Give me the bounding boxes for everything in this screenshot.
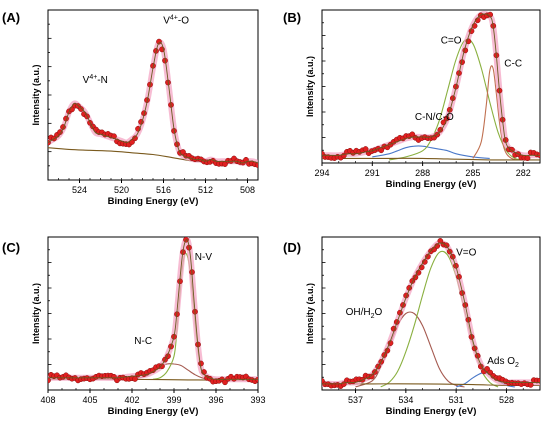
peak-annotation: V4+-O xyxy=(163,15,189,27)
x-axis-label: Binding Energy (eV) xyxy=(108,406,199,417)
x-tick-label: 537 xyxy=(348,395,363,405)
plot-frame xyxy=(47,236,259,391)
component-line xyxy=(472,65,517,161)
background-line xyxy=(322,157,540,161)
x-tick-label: 508 xyxy=(240,185,255,195)
data-point xyxy=(159,363,165,370)
x-tick-label: 285 xyxy=(465,168,480,178)
data-point xyxy=(255,162,258,168)
y-axis-label: Intensity (a.u.) xyxy=(31,283,41,344)
x-tick-label: 528 xyxy=(499,395,514,405)
x-tick-label: 520 xyxy=(114,185,129,195)
x-tick-label: 531 xyxy=(449,395,464,405)
panel-label: (C) xyxy=(2,240,20,255)
plot-area xyxy=(322,238,540,389)
panel-label: (D) xyxy=(283,240,301,255)
panel-label: (B) xyxy=(283,10,301,25)
x-axis-label: Binding Energy (eV) xyxy=(386,406,477,417)
x-tick-label: 396 xyxy=(208,395,223,405)
panel-b: (B) 294 291 288 285 282 Binding Energy (eV) Int… xyxy=(283,9,541,190)
fit-envelope-line xyxy=(48,239,258,380)
peak-annotation: N-V xyxy=(195,252,213,263)
panel-d: (D) 537 534 531 528 Binding Energy (eV) Intens… xyxy=(283,236,541,417)
peak-annotation: C-C xyxy=(504,59,522,70)
peak-annotation: OH/H2O xyxy=(346,307,383,320)
data-point xyxy=(48,377,51,384)
peak-annotation: Ads O2 xyxy=(487,356,519,369)
x-tick-label: 282 xyxy=(516,168,531,178)
x-tick-label: 516 xyxy=(156,185,171,195)
x-tick-label: 402 xyxy=(124,395,139,405)
peak-annotation: N-C xyxy=(134,336,152,347)
data-point xyxy=(132,376,138,382)
x-tick-label: 291 xyxy=(365,168,380,178)
data-point xyxy=(443,242,450,249)
plot-area xyxy=(48,237,258,386)
y-axis-label: Intensity (a.u.) xyxy=(31,64,41,125)
y-axis-label: Intensity (a.u.) xyxy=(305,56,315,117)
data-point xyxy=(437,238,444,244)
peak-annotation: V4+-N xyxy=(83,74,108,86)
x-tick-label: 408 xyxy=(40,395,55,405)
x-axis-label: Binding Energy (eV) xyxy=(108,196,199,207)
peak-annotation: C=O xyxy=(441,36,462,47)
panel-c: (C) 408 405 402 399 396 393 Binding Energy (eV)… xyxy=(2,236,266,417)
fit-envelope-line xyxy=(322,13,540,157)
data-halo xyxy=(48,39,258,166)
panel-label: (A) xyxy=(2,10,20,25)
data-halo xyxy=(322,10,540,159)
data-point xyxy=(425,253,431,260)
fit-envelope-line xyxy=(48,41,258,164)
data-point xyxy=(198,360,204,367)
x-tick-label: 399 xyxy=(166,395,181,405)
data-point xyxy=(78,106,84,112)
peak-annotation: C-N/C-O xyxy=(415,112,454,123)
x-tick-label: 405 xyxy=(82,395,97,405)
data-point xyxy=(527,382,534,388)
data-point xyxy=(524,155,531,162)
data-point xyxy=(180,149,186,155)
data-point xyxy=(156,38,162,45)
x-tick-label: 393 xyxy=(250,395,265,405)
x-tick-label: 534 xyxy=(398,395,413,405)
x-tick-label: 512 xyxy=(198,185,213,195)
plot-area xyxy=(48,38,258,168)
x-tick-label: 288 xyxy=(415,168,430,178)
x-tick-label: 294 xyxy=(314,168,329,178)
data-point xyxy=(437,126,444,133)
data-point xyxy=(484,366,490,372)
peak-annotation: V=O xyxy=(456,247,477,258)
panel-a: (A) 524 520 516 512 508 Binding Energy (eV) Int… xyxy=(2,9,259,207)
data-halo xyxy=(48,237,258,383)
fit-envelope-line xyxy=(322,242,540,385)
y-axis-label: Intensity (a.u.) xyxy=(305,283,315,344)
data-point xyxy=(132,135,138,142)
x-axis-label: Binding Energy (eV) xyxy=(386,179,477,190)
plot-area xyxy=(322,10,540,162)
x-tick-label: 524 xyxy=(72,185,87,195)
